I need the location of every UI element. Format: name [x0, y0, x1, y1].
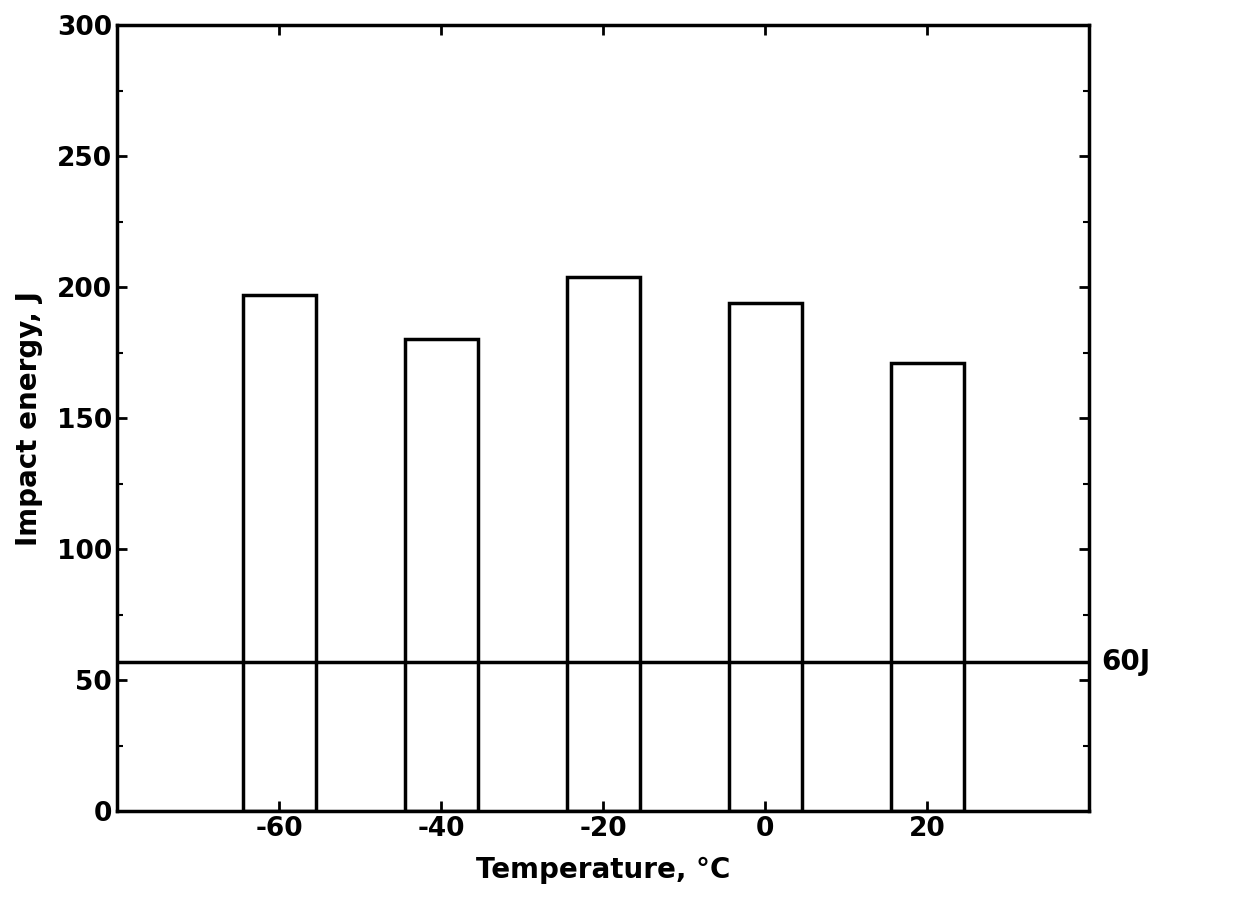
- Bar: [567, 277, 640, 811]
- Bar: [729, 303, 802, 811]
- Text: 60J: 60J: [1101, 648, 1151, 676]
- Bar: [243, 295, 315, 811]
- Bar: [890, 363, 963, 811]
- Bar: [404, 340, 477, 811]
- X-axis label: Temperature, °C: Temperature, °C: [476, 856, 730, 884]
- Y-axis label: Impact energy, J: Impact energy, J: [15, 290, 43, 546]
